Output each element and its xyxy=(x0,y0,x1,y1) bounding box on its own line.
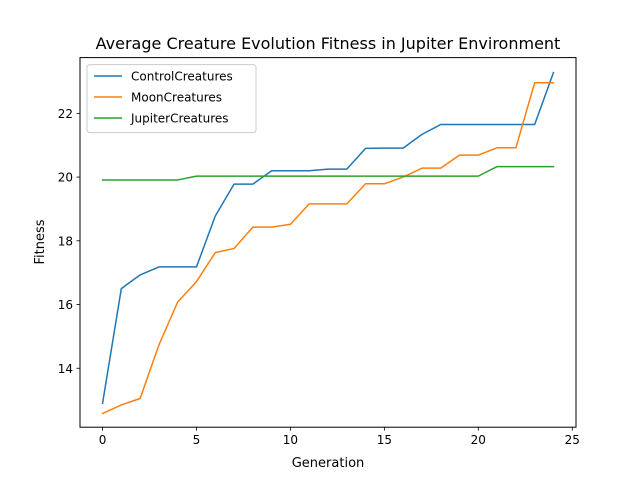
chart-title: Average Creature Evolution Fitness in Ju… xyxy=(96,34,561,53)
y-axis-label: Fitness xyxy=(33,219,48,264)
x-tick-label: 25 xyxy=(565,433,580,447)
x-tick-label: 5 xyxy=(193,433,201,447)
legend-box xyxy=(86,64,257,134)
x-tick-label: 0 xyxy=(99,433,107,447)
series-layer xyxy=(101,71,555,415)
y-tick-label: 16 xyxy=(58,298,73,312)
legend-label-0: ControlCreatures xyxy=(131,70,233,84)
legend-label-2: JupiterCreatures xyxy=(130,112,229,126)
y-tick-label: 14 xyxy=(58,362,73,376)
series-line-0 xyxy=(101,71,555,405)
series-line-1 xyxy=(101,82,555,415)
y-axis: 14 16 18 20 22 xyxy=(58,107,80,376)
plot-frame xyxy=(79,57,577,428)
y-tick-label: 20 xyxy=(58,171,73,185)
x-tick-label: 15 xyxy=(377,433,392,447)
x-tick-label: 10 xyxy=(283,433,298,447)
x-axis-label: Generation xyxy=(292,456,365,471)
legend-label-1: MoonCreatures xyxy=(131,91,222,105)
x-axis: 0 5 10 15 20 25 xyxy=(99,427,580,447)
legend: ControlCreatures MoonCreatures JupiterCrea… xyxy=(86,64,257,134)
y-tick-label: 22 xyxy=(58,107,73,121)
y-tick-label: 18 xyxy=(58,234,73,248)
x-tick-label: 20 xyxy=(471,433,486,447)
series-line-2 xyxy=(101,165,555,181)
